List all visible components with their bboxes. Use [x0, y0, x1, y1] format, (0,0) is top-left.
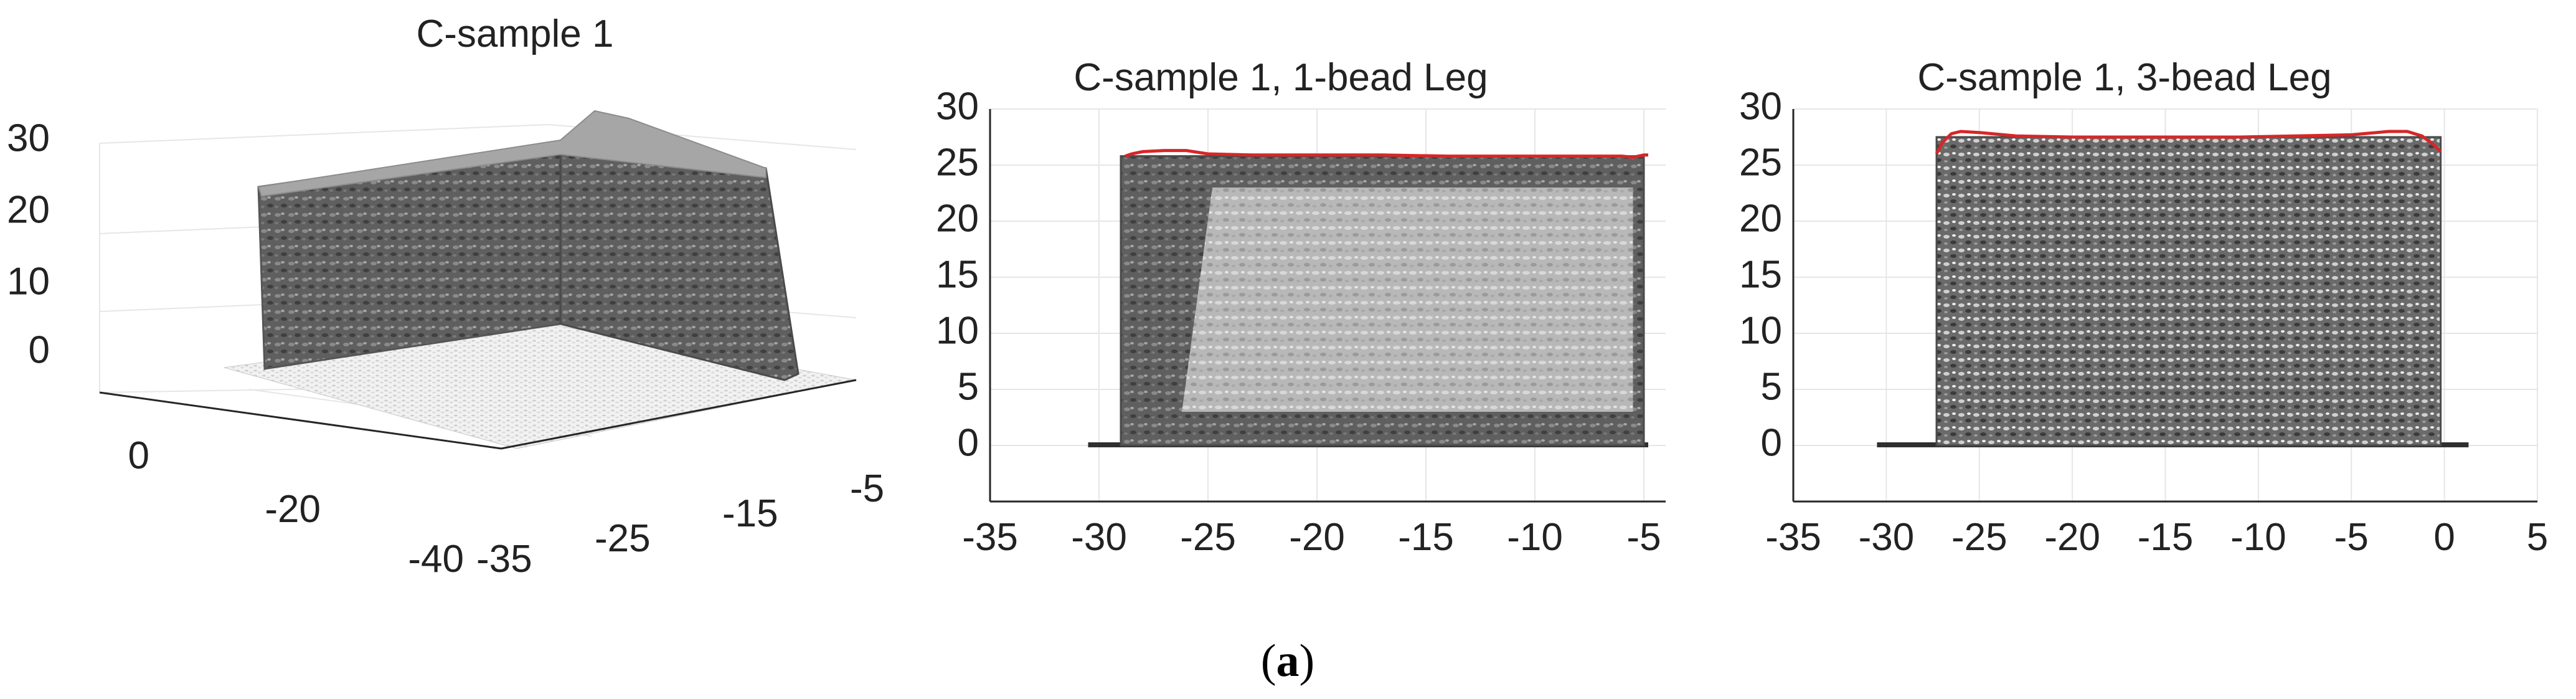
panel-3-bead-profile	[1935, 130, 2442, 155]
panel-3-bead-axes	[1792, 109, 2537, 503]
panel-3d-x-tick: -35	[476, 538, 532, 581]
x-tick-label: -35	[1765, 516, 1821, 559]
y-tick-label: 15	[1739, 253, 1782, 296]
caption-label: a	[1276, 635, 1300, 687]
x-tick-label: -15	[1398, 516, 1454, 559]
y-tick-label: 5	[958, 365, 979, 408]
panel-3d-y-tick: 0	[128, 434, 149, 477]
panel-3d-y-tick: -40	[408, 538, 464, 581]
panel-1-bead-title: C-sample 1, 1-bead Leg	[1073, 56, 1488, 99]
top-profile-line	[1125, 149, 1648, 159]
x-tick-label: -10	[1507, 516, 1563, 559]
y-tick-label: 10	[1739, 309, 1782, 352]
y-tick-label: 30	[936, 85, 979, 128]
x-tick-label: -15	[2138, 516, 2194, 559]
panel-3d-x-tick: -5	[850, 467, 884, 510]
figure-caption: (a)	[1261, 635, 1314, 687]
y-tick-label: 25	[936, 141, 979, 184]
inner-wall-face	[1182, 188, 1633, 412]
panel-3d-y-tick: -20	[265, 488, 321, 531]
panel-3d-x-tick: -25	[595, 517, 651, 560]
panel-3d-z-tick: 20	[7, 188, 50, 231]
panel-1-bead-y-ticks: 0 5 10 15 20 25 30	[936, 85, 979, 464]
panel-3d-z-tick: 30	[7, 117, 50, 159]
panel-3d-title: C-sample 1	[417, 12, 614, 55]
panel-3d-z-tick: 10	[7, 260, 50, 303]
panel-1-bead-point-cloud	[1088, 155, 1648, 447]
panel-3d-top-ridge	[257, 110, 767, 197]
x-tick-label: -20	[2044, 516, 2100, 559]
panel-3-bead-x-ticks: -35 -30 -25 -20 -15 -10 -5 0 5	[1765, 516, 2548, 559]
y-tick-label: 20	[936, 197, 979, 240]
panel-3-bead-y-ticks: 0 5 10 15 20 25 30	[1739, 85, 1782, 464]
x-tick-label: -5	[2334, 516, 2369, 559]
y-tick-label: 10	[936, 309, 979, 352]
y-tick-label: 15	[936, 253, 979, 296]
panel-3d-x-tick: -15	[722, 492, 778, 535]
panel-3-bead-title: C-sample 1, 3-bead Leg	[1917, 56, 2331, 99]
x-tick-label: -35	[962, 516, 1018, 559]
y-tick-label: 25	[1739, 141, 1782, 184]
x-tick-label: -5	[1626, 516, 1661, 559]
x-tick-label: 0	[2433, 516, 2455, 559]
y-tick-label: 0	[958, 421, 979, 464]
y-tick-label: 0	[1761, 421, 1782, 464]
x-tick-label: -30	[1859, 516, 1915, 559]
caption-open: (	[1261, 635, 1276, 687]
panel-3d-z-tick: 0	[29, 328, 50, 371]
panel-1-bead-axes	[989, 109, 1666, 503]
x-tick-label: -30	[1071, 516, 1127, 559]
top-profile-line	[1935, 130, 2442, 155]
panel-3-bead-point-cloud	[1877, 136, 2469, 447]
caption-close: )	[1300, 635, 1315, 687]
x-tick-label: 5	[2527, 516, 2548, 559]
panel-3d-axis-y	[99, 391, 502, 450]
y-tick-label: 30	[1739, 85, 1782, 128]
y-tick-label: 5	[1761, 365, 1782, 408]
panel-3d-view: C-sample 1 30 20 10 0 0 -20 -40	[7, 12, 884, 581]
y-tick-label: 20	[1739, 197, 1782, 240]
x-tick-label: -20	[1289, 516, 1345, 559]
x-tick-label: -25	[1951, 516, 2007, 559]
x-tick-label: -10	[2230, 516, 2286, 559]
panel-1-bead-x-ticks: -35 -30 -25 -20 -15 -10 -5	[962, 516, 1661, 559]
x-tick-label: -25	[1180, 516, 1236, 559]
panel-1-bead-profile	[1125, 149, 1648, 159]
wall-silhouette	[1935, 136, 2442, 447]
panel-3d-axis-x	[501, 379, 857, 450]
